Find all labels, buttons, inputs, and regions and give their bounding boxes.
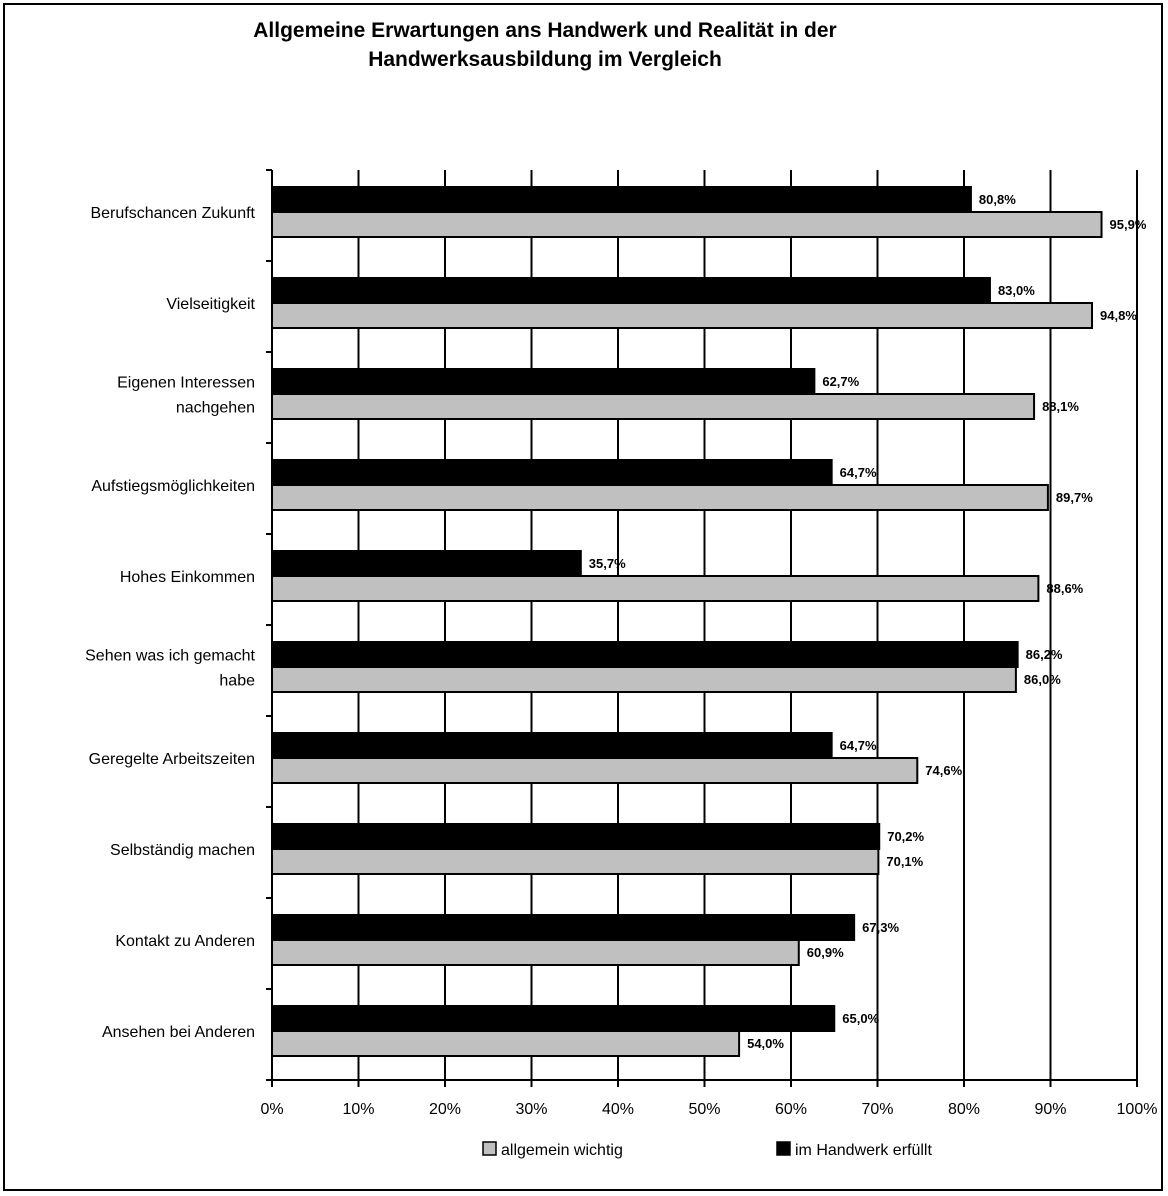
bar-handwerk-0: [271, 186, 972, 213]
data-label-wichtig-6: 74,6%: [925, 763, 962, 778]
legend-label-1: im Handwerk erfüllt: [795, 1142, 932, 1159]
data-label-handwerk-4: 35,7%: [589, 556, 626, 571]
bar-handwerk-2: [271, 368, 816, 395]
category-label-3-0: Aufstiegsmöglichkeiten: [91, 478, 255, 495]
data-label-wichtig-4: 88,6%: [1046, 581, 1083, 596]
category-label-5-1: habe: [219, 673, 255, 690]
x-tick-label-10: 10%: [342, 1101, 374, 1118]
bar-handwerk-5: [271, 641, 1019, 668]
bar-handwerk-9: [271, 1005, 836, 1032]
category-label-4-0: Hohes Einkommen: [120, 569, 255, 586]
bar-wichtig-0: [271, 211, 1103, 238]
bar-handwerk-8: [271, 914, 856, 941]
category-label-1-0: Vielseitigkeit: [166, 296, 255, 313]
bar-handwerk-1: [271, 277, 991, 304]
category-label-2-1: nachgehen: [176, 400, 255, 417]
x-tick-label-0: 0%: [260, 1101, 283, 1118]
data-label-wichtig-3: 89,7%: [1056, 490, 1093, 505]
data-label-handwerk-0: 80,8%: [979, 192, 1016, 207]
x-tick-label-60: 60%: [775, 1101, 807, 1118]
data-label-handwerk-7: 70,2%: [887, 829, 924, 844]
x-tick-label-50: 50%: [688, 1101, 720, 1118]
data-label-handwerk-3: 64,7%: [840, 465, 877, 480]
legend-swatch-1: [776, 1141, 791, 1156]
category-label-8-0: Kontakt zu Anderen: [115, 933, 255, 950]
category-label-5-0: Sehen was ich gemacht: [85, 648, 255, 665]
data-label-wichtig-8: 60,9%: [807, 945, 844, 960]
data-label-wichtig-2: 88,1%: [1042, 399, 1079, 414]
bar-wichtig-5: [271, 666, 1017, 693]
data-label-handwerk-2: 62,7%: [822, 374, 859, 389]
legend-swatch-0: [482, 1141, 497, 1156]
x-tick-label-70: 70%: [861, 1101, 893, 1118]
data-label-wichtig-0: 95,9%: [1110, 217, 1147, 232]
bar-wichtig-9: [271, 1030, 741, 1057]
bar-wichtig-2: [271, 393, 1036, 420]
bar-wichtig-6: [271, 757, 919, 784]
x-tick-label-100: 100%: [1117, 1101, 1158, 1118]
data-label-handwerk-1: 83,0%: [998, 283, 1035, 298]
bar-handwerk-7: [271, 823, 881, 850]
bar-wichtig-1: [271, 302, 1094, 329]
data-label-wichtig-5: 86,0%: [1024, 672, 1061, 687]
category-label-9-0: Ansehen bei Anderen: [102, 1024, 255, 1041]
x-tick-label-40: 40%: [602, 1101, 634, 1118]
category-label-0-0: Berufschancen Zukunft: [90, 205, 255, 222]
data-label-wichtig-7: 70,1%: [886, 854, 923, 869]
category-label-2-0: Eigenen Interessen: [117, 375, 255, 392]
x-tick-label-90: 90%: [1034, 1101, 1066, 1118]
data-label-handwerk-9: 65,0%: [842, 1011, 879, 1026]
data-label-wichtig-1: 94,8%: [1100, 308, 1137, 323]
bar-handwerk-6: [271, 732, 833, 759]
bar-wichtig-8: [271, 939, 800, 966]
chart-title-line-2: Handwerksausbildung im Vergleich: [368, 48, 722, 71]
data-label-handwerk-8: 67,3%: [862, 920, 899, 935]
chart-title: Allgemeine Erwartungen ans Handwerk und …: [0, 16, 1090, 74]
data-label-wichtig-9: 54,0%: [747, 1036, 784, 1051]
x-tick-label-30: 30%: [515, 1101, 547, 1118]
bar-handwerk-3: [271, 459, 833, 486]
x-tick-label-20: 20%: [429, 1101, 461, 1118]
chart-title-line-1: Allgemeine Erwartungen ans Handwerk und …: [253, 19, 837, 42]
bar-wichtig-3: [271, 484, 1049, 511]
legend-label-0: allgemein wichtig: [501, 1142, 623, 1159]
bar-wichtig-7: [271, 848, 880, 875]
bar-handwerk-4: [271, 550, 582, 577]
category-label-6-0: Geregelte Arbeitszeiten: [89, 751, 255, 768]
data-label-handwerk-5: 86,2%: [1026, 647, 1063, 662]
data-label-handwerk-6: 64,7%: [840, 738, 877, 753]
category-label-7-0: Selbständig machen: [110, 842, 255, 859]
x-tick-label-80: 80%: [948, 1101, 980, 1118]
bar-wichtig-4: [271, 575, 1040, 602]
